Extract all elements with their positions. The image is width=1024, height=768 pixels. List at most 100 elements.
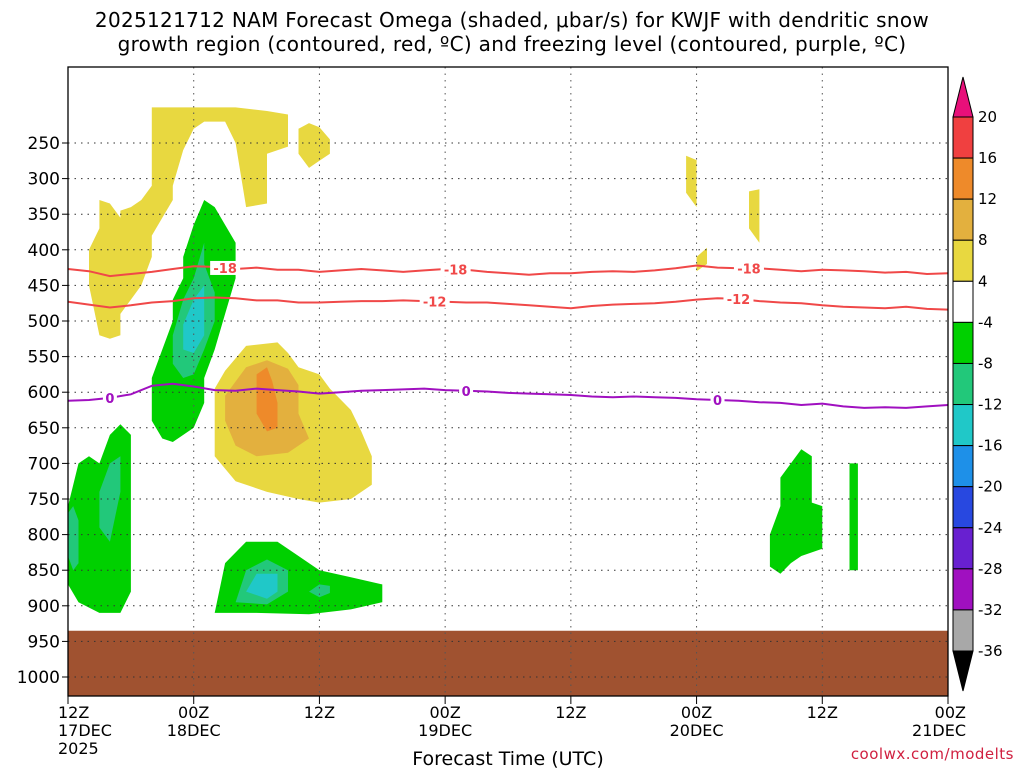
y-tick-label: 700 [28, 454, 60, 474]
shaded-region-7 [256, 367, 278, 432]
colorbar-top-arrow [952, 76, 974, 118]
contour-label-0-2: -18 [737, 262, 761, 277]
colorbar-bin-5 [952, 321, 974, 364]
shaded-region-2 [686, 155, 697, 208]
colorbar-bin-4 [952, 280, 974, 323]
colorbar-bin-12 [952, 609, 974, 652]
y-tick-label: 1000 [17, 668, 60, 688]
colorbar-label: 4 [978, 272, 988, 290]
x-tick-label: 00Z [178, 703, 209, 722]
y-tick-label: 250 [28, 134, 60, 154]
y-tick-label: 350 [28, 205, 60, 225]
contour-line-2 [68, 382, 948, 409]
contour-label-1-0: -12 [423, 295, 447, 310]
y-tick-label: 600 [28, 383, 60, 403]
shaded-region-14 [214, 541, 383, 615]
x-tick-label: 00Z [935, 703, 966, 722]
contour-label-bg [210, 260, 241, 275]
chart-title-line1: 2025121712 NAM Forecast Omega (shaded, μ… [94, 8, 930, 32]
x-axis-title: Forecast Time (UTC) [412, 748, 603, 768]
shaded-region-19 [849, 463, 858, 571]
colorbar-label: -16 [978, 437, 1003, 455]
shaded-region-13 [99, 456, 121, 542]
y-tick-label: 500 [28, 312, 60, 332]
colorbar-label: -24 [978, 519, 1003, 537]
x-tick-label: 00Z [681, 703, 712, 722]
colorbar: 20 16 12 8 4 -4 -8 -12 -16 -20 -24 -28 -32 -36 [952, 76, 1003, 692]
credit-text: coolwx.com/modelts [850, 745, 1014, 763]
x-tick-label: 2025 [58, 739, 99, 758]
contour-label-bg [733, 261, 764, 276]
x-tick-label: 20DEC [670, 721, 724, 740]
contour-label-1-1: -12 [727, 293, 751, 308]
colorbar-label: -12 [978, 396, 1003, 414]
shaded-region-4 [696, 247, 707, 272]
y-tick-label: 550 [28, 348, 60, 368]
colorbar-bin-10 [952, 527, 974, 570]
plot-frame [67, 66, 949, 697]
colorbar-bin-1 [952, 157, 974, 200]
shaded-region-3 [749, 189, 760, 243]
colorbar-bin-6 [952, 362, 974, 406]
colorbar-label: 16 [978, 149, 997, 167]
colorbar-label: -20 [978, 478, 1003, 496]
y-tick-label: 750 [28, 490, 60, 510]
colorbar-label: 20 [978, 108, 997, 126]
contour-label-bg [102, 390, 117, 405]
colorbar-bin-3 [952, 239, 974, 282]
colorbar-bin-8 [952, 445, 974, 488]
y-tick-label: 850 [28, 561, 60, 581]
colorbar-bin-0 [952, 116, 974, 159]
colorbar-bin-9 [952, 486, 974, 529]
x-tick-label: 17DEC [58, 721, 112, 740]
shaded-region-0 [89, 107, 288, 339]
shaded-region-10 [183, 285, 205, 353]
shaded-region-17 [309, 584, 330, 598]
colorbar-label: -36 [978, 642, 1003, 660]
contour-label-bg [440, 262, 471, 277]
gridlines [68, 67, 948, 696]
colorbar-bin-2 [952, 198, 974, 241]
colorbar-bin-11 [952, 568, 974, 611]
contour-label-2-2: 0 [713, 394, 722, 409]
contour-line-1 [68, 296, 948, 311]
x-tick-label: 18DEC [167, 721, 221, 740]
contour-label-2-0: 0 [105, 392, 114, 407]
y-tick-label: 300 [28, 170, 60, 190]
y-tick-label: 650 [28, 419, 60, 439]
x-tick-label: 12Z [807, 703, 838, 722]
contour-label-0-1: -18 [444, 263, 468, 278]
shaded-region-18 [769, 449, 823, 574]
y-tick-label: 800 [28, 526, 60, 546]
x-tick-label: 21DEC [912, 721, 966, 740]
colorbar-bin-7 [952, 404, 974, 447]
colorbar-label: -32 [978, 601, 1003, 619]
shaded-region-20 [68, 630, 948, 696]
y-tick-label: 450 [28, 276, 60, 296]
contour-label-bg [419, 294, 450, 309]
colorbar-label: -28 [978, 560, 1003, 578]
contour-labels: -18 -18 -18 -12 -12 0 0 0 [102, 260, 764, 409]
x-tick-label: 12Z [555, 703, 586, 722]
omega-shading [68, 107, 948, 696]
contour-label-bg [710, 393, 725, 408]
colorbar-bottom-arrow [952, 650, 974, 692]
contour-label-2-1: 0 [462, 385, 471, 400]
contour-label-0-0: -18 [213, 262, 237, 277]
shaded-region-12 [68, 506, 79, 571]
contour-label-bg [459, 383, 474, 398]
y-axis: 250 300 350 400 450 500 550 600 650 700 750 800 850 9… [17, 134, 68, 688]
chart-title-line2: growth region (contoured, red, ºC) and f… [117, 32, 907, 56]
x-tick-label: 00Z [429, 703, 460, 722]
shaded-region-1 [298, 123, 330, 168]
colorbar-label: 12 [978, 190, 997, 208]
y-tick-label: 400 [28, 241, 60, 261]
colorbar-label: -8 [978, 354, 993, 372]
x-tick-label: 12Z [304, 703, 335, 722]
y-tick-label: 900 [28, 597, 60, 617]
colorbar-label: 8 [978, 231, 988, 249]
x-tick-label: 12Z [58, 703, 89, 722]
colorbar-label: -4 [978, 313, 993, 331]
shaded-region-16 [246, 573, 278, 599]
